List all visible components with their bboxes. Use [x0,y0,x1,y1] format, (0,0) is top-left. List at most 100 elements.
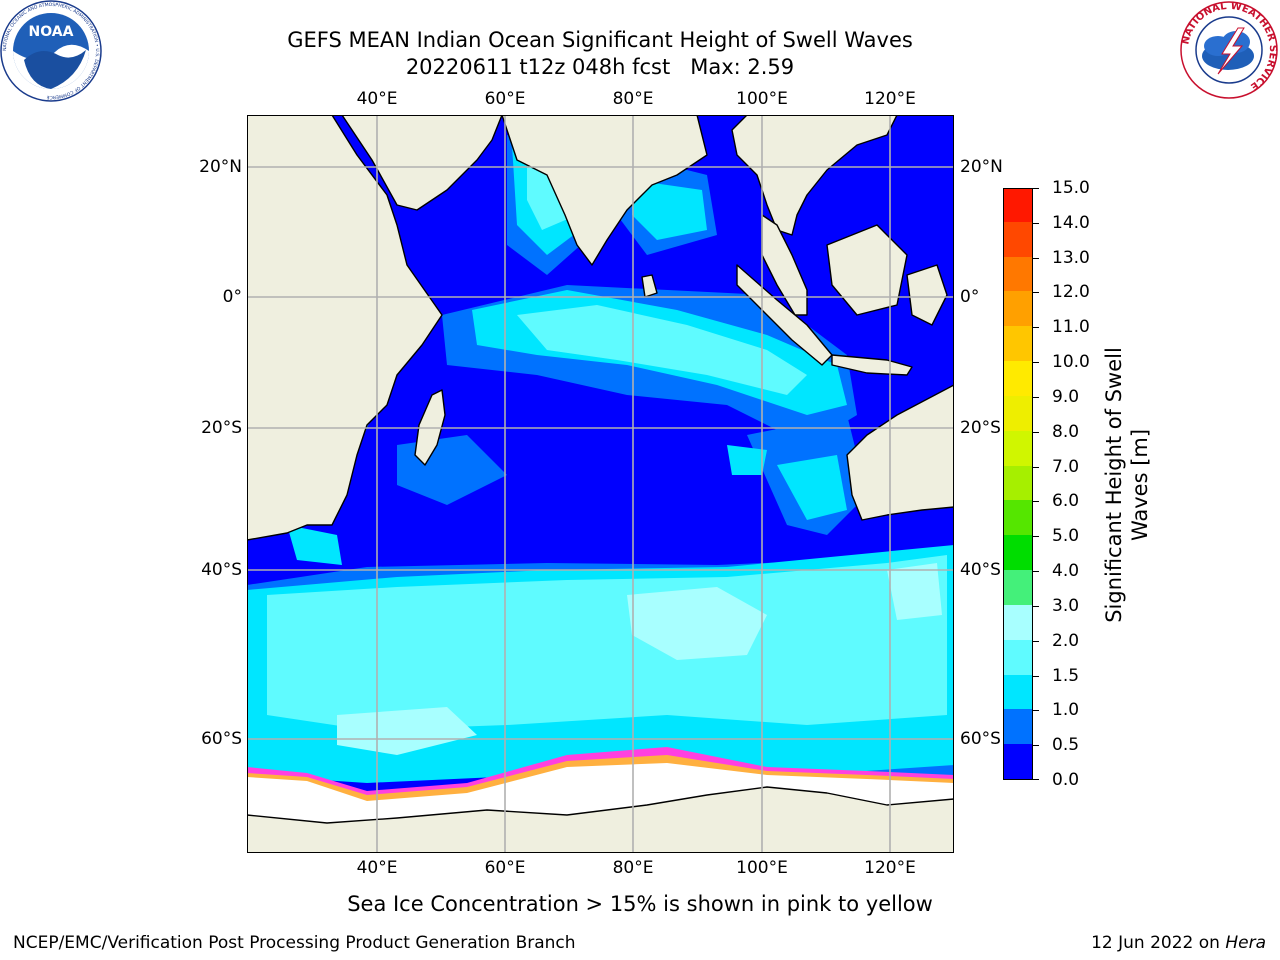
lat-label-right: 20°N [960,157,1003,177]
colorbar-tick [1033,571,1039,573]
colorbar-segment [1004,465,1032,501]
colorbar-segment [1004,708,1032,745]
colorbar-tick-label: 0.5 [1052,735,1080,756]
lat-label-left: 40°S [201,560,242,580]
arabian-peninsula-land [341,115,503,211]
chart-subtitle: 20220611 t12z 048h fcst Max: 2.59 [405,55,795,79]
colorbar-tick-label: 6.0 [1052,491,1080,512]
colorbar-segment [1004,534,1032,571]
lon-label-top: 40°E [356,89,398,109]
colorbar-tick [1033,779,1039,780]
colorbar-tick-label: 5.0 [1052,526,1080,547]
colorbar-segment [1004,499,1032,536]
noaa-logo-text: NOAA [29,24,74,40]
swell-field-1.5-2.0 [267,155,947,730]
colorbar-tick-label: 10.0 [1052,352,1090,373]
colorbar-segment [1004,743,1032,779]
colorbar-tick-label: 1.5 [1052,665,1080,686]
borneo-land [826,224,908,316]
colorbar-tick [1033,188,1039,189]
lon-label-top: 60°E [484,89,526,109]
graticule [247,115,954,853]
colorbar-segment [1004,360,1032,396]
lon-label-top: 80°E [612,89,654,109]
lon-label-top: 100°E [736,89,788,109]
colorbar-title-line2: Waves [m] [1128,428,1152,542]
colorbar-tick-label: 9.0 [1052,386,1080,407]
lat-label-right: 0° [960,287,980,307]
lon-label-bottom: 120°E [864,858,916,878]
colorbar-tick [1033,362,1039,364]
colorbar-tick [1033,222,1039,224]
india-land [501,115,708,266]
colorbar-tick-label: 11.0 [1052,317,1090,338]
colorbar-tick-label: 13.0 [1052,247,1090,268]
colorbar-tick [1033,292,1039,294]
lon-label-bottom: 80°E [612,858,654,878]
colorbar-tick-label: 14.0 [1052,212,1090,233]
colorbar-tick-label: 2.0 [1052,630,1080,651]
antarctica-land [247,786,954,853]
sea-ice-note: Sea Ice Concentration > 15% is shown in … [347,892,933,916]
africa-land [247,115,443,541]
lat-label-left: 20°S [201,418,242,438]
colorbar-tick-label: 4.0 [1052,561,1080,582]
colorbar-tick [1033,396,1039,398]
map-panel [247,115,954,853]
colorbar-tick [1033,675,1039,677]
colorbar-tick [1033,536,1039,538]
lat-label-right: 20°S [960,418,1001,438]
sumatra-land [736,264,833,366]
sulawesi-land [906,264,948,326]
footer-date-text: 12 Jun 2022 on [1091,933,1226,953]
lat-label-left: 0° [222,287,242,307]
colorbar-tick [1033,640,1039,642]
colorbar-tick-label: 12.0 [1052,282,1090,303]
colorbar-tick [1033,327,1039,329]
colorbar-tick [1033,745,1039,747]
colorbar-title: Significant Height of Swell Waves [m] [1101,347,1153,623]
colorbar-segment [1004,639,1032,675]
colorbar-tick-label: 8.0 [1052,421,1080,442]
colorbar-segment [1004,604,1032,640]
colorbar-segment [1004,256,1032,292]
colorbar [1003,188,1033,780]
colorbar-tick-label: 3.0 [1052,595,1080,616]
lon-label-top: 120°E [864,89,916,109]
colorbar-segment [1004,395,1032,431]
lon-label-bottom: 100°E [736,858,788,878]
colorbar-tick-label: 1.0 [1052,700,1080,721]
colorbar-tick [1033,466,1039,468]
lat-label-left: 60°S [201,729,242,749]
southeast-asia-land [731,115,898,236]
lat-label-left: 20°N [199,157,242,177]
colorbar-tick [1033,431,1039,433]
colorbar-tick [1033,605,1039,607]
footer-host: Hera [1225,933,1266,953]
land-masses [247,115,954,853]
colorbar-tick-label: 7.0 [1052,456,1080,477]
colorbar-segment [1004,290,1032,327]
australia-land [846,384,954,521]
colorbar-segment [1004,430,1032,466]
swell-field-2.0-3.0 [337,563,942,755]
malay-peninsula-land [761,214,808,316]
lon-label-bottom: 60°E [484,858,526,878]
footer-credit: NCEP/EMC/Verification Post Processing Pr… [13,933,576,953]
colorbar-tick [1033,257,1039,259]
footer-date: 12 Jun 2022 on Hera [1091,933,1266,953]
java-land [831,354,913,376]
colorbar-segment [1004,221,1032,257]
colorbar-segment [1004,674,1032,710]
colorbar-title-line1: Significant Height of Swell [1102,347,1126,623]
lat-label-right: 60°S [960,729,1001,749]
sri-lanka-land [641,274,658,298]
chart-title: GEFS MEAN Indian Ocean Significant Heigh… [287,28,913,52]
colorbar-tick-label: 0.0 [1052,770,1080,790]
colorbar-segment [1004,189,1032,222]
noaa-logo: NOAA NATIONAL OCEANIC AND ATMOSPHERIC AD… [0,0,104,108]
colorbar-tick [1033,501,1039,503]
lat-label-right: 40°S [960,560,1001,580]
colorbar-tick [1033,710,1039,712]
colorbar-segment [1004,325,1032,362]
